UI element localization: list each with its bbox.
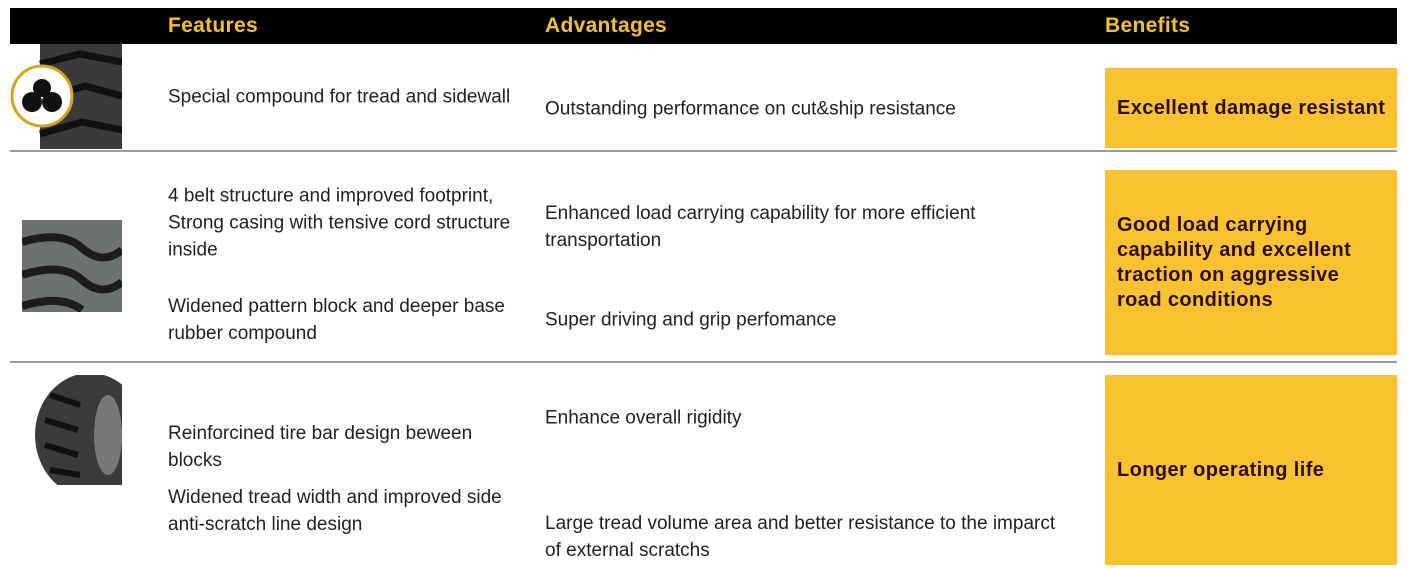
header-bar <box>10 8 1397 44</box>
advantage-text: Super driving and grip perfomance <box>545 309 837 331</box>
benefit-box: Excellent damage resistant <box>1105 68 1397 148</box>
column-header: Advantages <box>545 14 668 37</box>
feature-text: Reinforcined tire bar design beween bloc… <box>168 423 473 471</box>
benefit-box: Longer operating life <box>1105 375 1397 565</box>
column-header: Benefits <box>1105 14 1191 37</box>
feature-text: Widened pattern block and deeper base ru… <box>168 296 505 344</box>
feature-text: Widened tread width and improved side an… <box>168 487 502 535</box>
row-divider <box>10 361 1397 363</box>
advantage-text: Enhance overall rigidity <box>545 407 742 429</box>
column-header: Features <box>168 14 258 37</box>
benefit-text: Excellent damage resistant <box>1117 96 1386 119</box>
advantage-text: Enhanced load carrying capability for mo… <box>545 203 976 251</box>
tire-image <box>10 375 122 485</box>
tread-image <box>10 44 122 149</box>
feature-text: Special compound for tread and sidewall <box>168 86 511 108</box>
tread-image <box>22 220 122 312</box>
benefit-box: Good load carrying capability and excell… <box>1105 170 1397 355</box>
feature-text: 4 belt structure and improved footprint,… <box>168 185 511 261</box>
benefit-text: Good load carrying capability and excell… <box>1117 213 1352 311</box>
benefit-text: Longer operating life <box>1117 458 1325 481</box>
row-divider <box>10 150 1397 152</box>
advantage-text: Large tread volume area and better resis… <box>545 513 1056 561</box>
advantage-text: Outstanding performance on cut&ship resi… <box>545 98 956 120</box>
